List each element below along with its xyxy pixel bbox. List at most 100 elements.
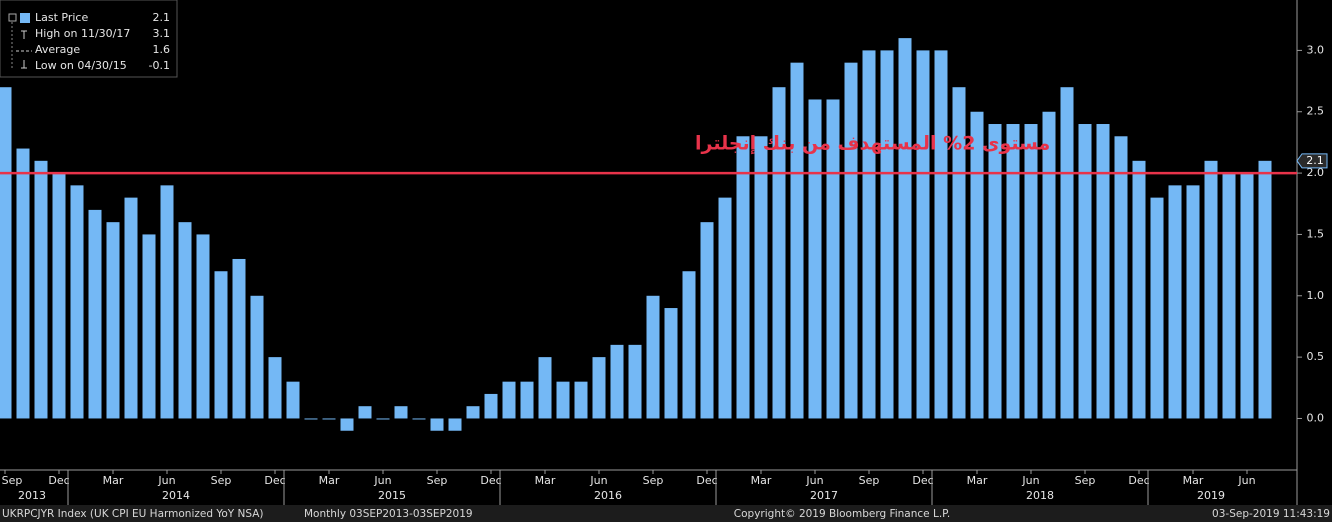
bar <box>664 308 678 419</box>
bar <box>916 50 930 419</box>
bar <box>88 209 102 419</box>
x-tick-label: Mar <box>967 474 988 487</box>
bar <box>1078 124 1092 419</box>
x-tick-label: Sep <box>211 474 232 487</box>
bar <box>160 185 174 419</box>
bar <box>1150 197 1164 419</box>
x-tick-label: Sep <box>427 474 448 487</box>
legend-label: Low on 04/30/15 <box>35 59 127 72</box>
bar <box>1186 185 1200 419</box>
last-price-tag-label: 2.1 <box>1306 154 1324 167</box>
legend-label: Last Price <box>35 11 88 24</box>
y-tick-label: 3.0 <box>1307 43 1325 56</box>
bar <box>268 357 282 419</box>
bar <box>304 418 318 420</box>
x-tick-label: Dec <box>480 474 501 487</box>
bar <box>970 111 984 419</box>
legend-value: 1.6 <box>153 43 171 56</box>
bar <box>682 271 696 419</box>
x-tick-label: Dec <box>912 474 933 487</box>
bar <box>1114 136 1128 419</box>
x-tick-label: Sep <box>859 474 880 487</box>
bar <box>52 173 66 419</box>
bar <box>196 234 210 419</box>
x-tick-label: Sep <box>2 474 23 487</box>
y-tick-label: 2.5 <box>1307 105 1325 118</box>
bar <box>736 136 750 419</box>
bar <box>880 50 894 419</box>
footer-bar <box>0 505 1332 522</box>
bar <box>988 124 1002 419</box>
legend-value: 2.1 <box>153 11 171 24</box>
bar <box>574 381 588 419</box>
x-tick-label: Sep <box>643 474 664 487</box>
bar <box>520 381 534 419</box>
legend-value: -0.1 <box>149 59 170 72</box>
bar <box>1096 124 1110 419</box>
x-tick-label: Jun <box>1237 474 1255 487</box>
bar <box>934 50 948 419</box>
bar <box>772 87 786 419</box>
bar <box>106 222 120 419</box>
bar <box>862 50 876 419</box>
bar <box>1060 87 1074 419</box>
bar <box>0 87 12 419</box>
legend-label: High on 11/30/17 <box>35 27 130 40</box>
bar <box>898 38 912 419</box>
x-tick-label: Jun <box>805 474 823 487</box>
bar <box>70 185 84 419</box>
bar <box>358 406 372 419</box>
bar <box>808 99 822 419</box>
bar <box>1240 173 1254 419</box>
bar <box>1132 160 1146 419</box>
x-year-label: 2013 <box>18 489 46 502</box>
legend-swatch <box>20 13 30 23</box>
x-tick-label: Dec <box>264 474 285 487</box>
y-tick-label: 0.0 <box>1307 411 1325 424</box>
x-tick-label: Jun <box>157 474 175 487</box>
x-year-label: 2016 <box>594 489 622 502</box>
x-year-label: 2018 <box>1026 489 1054 502</box>
x-tick-label: Mar <box>319 474 340 487</box>
bar <box>556 381 570 419</box>
bar <box>1168 185 1182 419</box>
bar <box>610 344 624 419</box>
bar <box>1204 160 1218 419</box>
bar <box>322 418 336 420</box>
x-tick-label: Dec <box>1128 474 1149 487</box>
bar <box>1006 124 1020 419</box>
bar <box>394 406 408 419</box>
bar <box>1042 111 1056 419</box>
footer-period: Monthly 03SEP2013-03SEP2019 <box>304 508 473 520</box>
bar <box>448 418 462 431</box>
bar <box>502 381 516 419</box>
bar <box>430 418 444 431</box>
y-tick-label: 2.0 <box>1307 166 1325 179</box>
x-tick-label: Dec <box>48 474 69 487</box>
legend-box <box>0 0 178 78</box>
bar <box>1222 173 1236 419</box>
x-year-label: 2019 <box>1197 489 1225 502</box>
bar <box>250 295 264 419</box>
legend-collapse <box>8 13 17 22</box>
reference-label: مستوى 2% المستهدف من بنك إنجلترا <box>695 133 1050 155</box>
bar <box>700 222 714 419</box>
footer-copyright: Copyright© 2019 Bloomberg Finance L.P. <box>734 508 950 520</box>
bar <box>952 87 966 419</box>
x-tick-label: Mar <box>535 474 556 487</box>
x-tick-label: Mar <box>103 474 124 487</box>
bar <box>754 136 768 419</box>
bar <box>412 418 426 420</box>
y-tick-label: 0.5 <box>1307 350 1325 363</box>
bar <box>142 234 156 419</box>
bar <box>592 357 606 419</box>
bar <box>826 99 840 419</box>
bar <box>16 148 30 419</box>
legend-label: Average <box>35 43 80 56</box>
bar <box>124 197 138 419</box>
footer-ticker: UKRPCJYR Index (UK CPI EU Harmonized YoY… <box>2 508 264 520</box>
bar <box>790 62 804 419</box>
x-tick-label: Jun <box>589 474 607 487</box>
